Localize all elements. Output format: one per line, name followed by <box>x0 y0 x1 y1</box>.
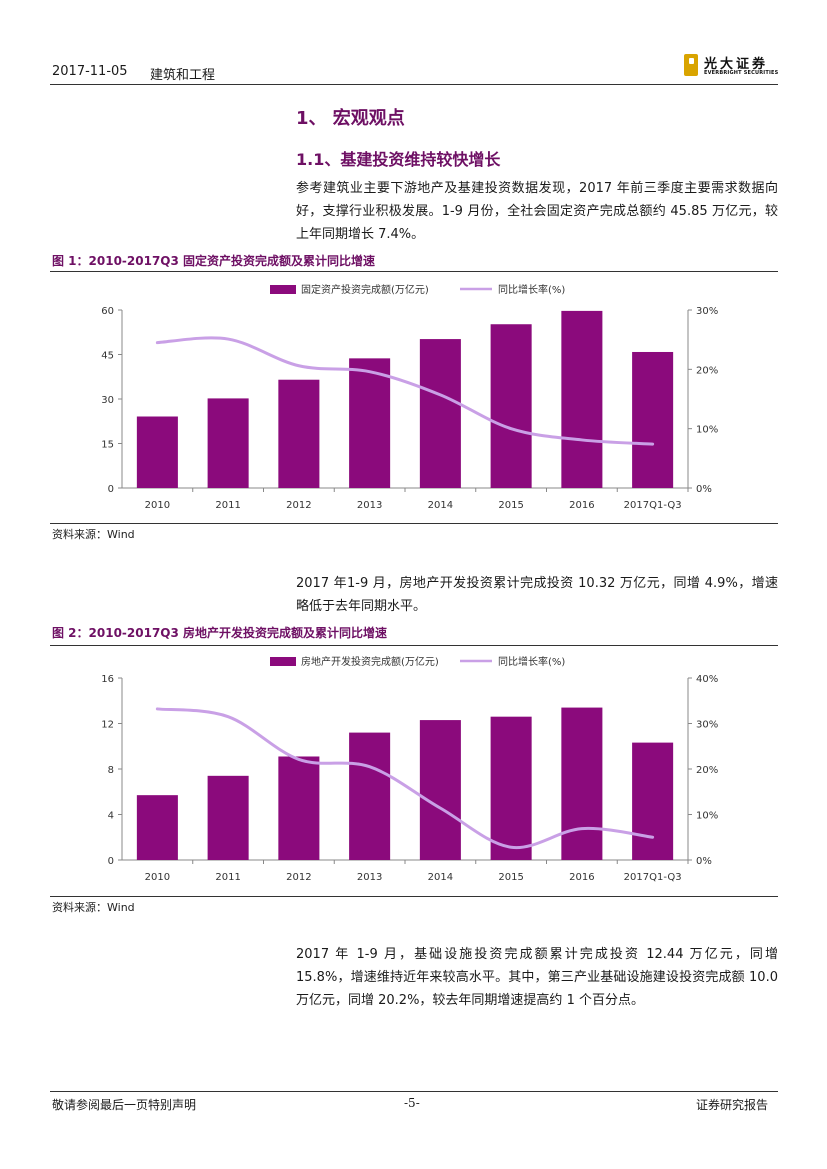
legend-line-label: 同比增长率(%) <box>498 283 565 296</box>
left-tick-label: 30 <box>101 395 114 406</box>
left-tick-label: 4 <box>108 811 114 822</box>
x-tick-label: 2014 <box>428 872 453 883</box>
footer-disclaimer: 敬请参阅最后一页特别声明 <box>52 1098 197 1112</box>
figure-1-title: 图 1：2010-2017Q3 固定资产投资完成额及累计同比增速 <box>52 254 376 268</box>
bar <box>136 795 178 860</box>
left-tick-label: 0 <box>108 856 114 867</box>
legend-line-label: 同比增长率(%) <box>498 655 565 668</box>
figure-1-top-rule <box>50 271 778 272</box>
legend-bar-label: 固定资产投资完成额(万亿元) <box>301 283 429 296</box>
right-tick-label: 20% <box>696 365 718 376</box>
right-tick-label: 0% <box>696 484 712 495</box>
right-tick-label: 20% <box>696 765 718 776</box>
x-tick-label: 2012 <box>286 872 311 883</box>
figure-1-chart: 固定资产投资完成额(万亿元) 同比增长率(%) 0 15 30 45 60 0% 10% 20% 3… <box>101 283 718 511</box>
left-tick-label: 8 <box>108 765 114 776</box>
figure-1-source: 资料来源：Wind <box>52 528 135 541</box>
growth-rate-line <box>155 707 655 850</box>
x-tick-label: 2015 <box>498 500 523 511</box>
bar <box>136 416 178 488</box>
bar <box>207 775 249 860</box>
left-tick-label: 45 <box>101 351 114 362</box>
x-tick-label: 2013 <box>357 872 382 883</box>
x-tick-label: 2014 <box>428 500 453 511</box>
figure-2-source: 资料来源：Wind <box>52 901 135 914</box>
header-rule <box>50 84 778 85</box>
figure-2-bottom-rule <box>50 896 778 897</box>
bar <box>349 732 391 860</box>
bar <box>632 742 674 860</box>
x-tick-label: 2016 <box>569 872 594 883</box>
bar <box>490 716 532 860</box>
left-tick-label: 16 <box>101 674 114 685</box>
legend-bar-swatch <box>270 657 296 666</box>
bar <box>278 379 320 488</box>
growth-rate-line <box>155 336 655 446</box>
footer-report-type: 证券研究报告 <box>696 1098 769 1112</box>
bar <box>632 351 674 488</box>
x-tick-label: 2015 <box>498 872 523 883</box>
bar <box>207 398 249 488</box>
right-tick-label: 30% <box>696 306 718 317</box>
x-tick-label: 2010 <box>145 872 170 883</box>
bar <box>349 358 391 488</box>
right-tick-label: 10% <box>696 811 718 822</box>
right-tick-label: 30% <box>696 720 718 731</box>
footer-rule <box>50 1091 778 1092</box>
logo-mark-icon <box>684 54 698 76</box>
right-tick-label: 0% <box>696 856 712 867</box>
everbright-logo: 光大证券 EVERBRIGHT SECURITIES <box>684 54 780 78</box>
header-date: 2017-11-05 <box>52 64 128 79</box>
right-tick-label: 40% <box>696 674 718 685</box>
header-category: 建筑和工程 <box>150 68 216 83</box>
bar <box>278 756 320 860</box>
right-tick-label: 10% <box>696 425 718 436</box>
x-tick-label: 2017Q1-Q3 <box>624 500 682 511</box>
figure-2-chart: 房地产开发投资完成额(万亿元) 同比增长率(%) 0 4 8 12 16 0% 10% 20% 30… <box>101 655 718 883</box>
bar <box>561 310 603 488</box>
paragraph-1: 参考建筑业主要下游地产及基建投资数据发现，2017 年前三季度主要需求数据向好，… <box>296 181 778 242</box>
bar <box>419 720 461 860</box>
paragraph-2: 2017 年1-9 月，房地产开发投资累计完成投资 10.32 万亿元，同增 4… <box>296 576 778 614</box>
figure-1-bottom-rule <box>50 523 778 524</box>
bar <box>490 324 532 488</box>
x-tick-label: 2013 <box>357 500 382 511</box>
bar <box>419 339 461 488</box>
figure-2-title: 图 2：2010-2017Q3 房地产开发投资完成额及累计同比增速 <box>52 626 388 640</box>
x-tick-label: 2016 <box>569 500 594 511</box>
left-tick-label: 60 <box>101 306 114 317</box>
bar <box>561 707 603 860</box>
logo-text-cn: 光大证券 <box>704 57 769 72</box>
left-tick-label: 12 <box>101 720 114 731</box>
left-tick-label: 0 <box>108 484 114 495</box>
x-tick-label: 2011 <box>215 872 240 883</box>
x-tick-label: 2010 <box>145 500 170 511</box>
legend-bar-swatch <box>270 285 296 294</box>
subsection-heading: 1.1、基建投资维持较快增长 <box>296 150 501 169</box>
legend-bar-label: 房地产开发投资完成额(万亿元) <box>301 655 439 668</box>
x-tick-label: 2017Q1-Q3 <box>624 872 682 883</box>
logo-text-en: EVERBRIGHT SECURITIES <box>704 70 779 76</box>
section-heading: 1、 宏观观点 <box>296 108 405 129</box>
paragraph-3: 2017 年 1-9 月，基础设施投资完成额累计完成投资 12.44 万亿元，同… <box>296 947 778 1008</box>
x-tick-label: 2011 <box>215 500 240 511</box>
left-tick-label: 15 <box>101 440 114 451</box>
figure-2-top-rule <box>50 645 778 646</box>
page-number: -5- <box>404 1096 420 1110</box>
x-tick-label: 2012 <box>286 500 311 511</box>
